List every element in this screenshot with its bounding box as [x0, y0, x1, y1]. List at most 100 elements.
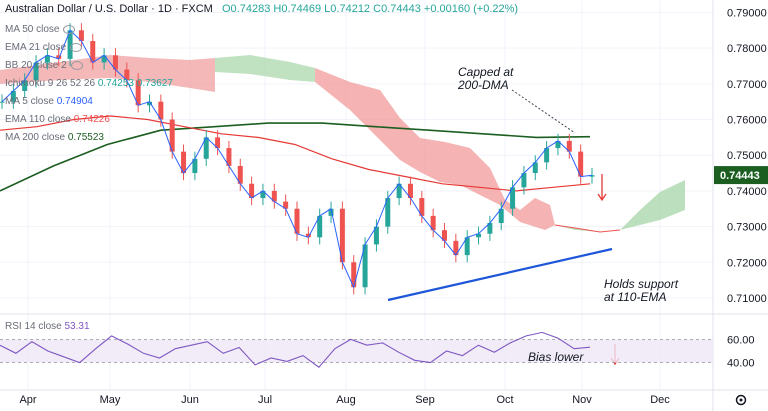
rsi-value: 53.31 [64, 321, 90, 332]
ma200-value: 0.75523 [67, 132, 104, 143]
ema110-value: 0.74226 [73, 114, 110, 125]
indicator-ichimoku[interactable]: Ichimoku 9 26 52 26 0.74253 0.73627 [5, 78, 173, 89]
indicator-ma5[interactable]: MA 5 close 0.74904 [5, 96, 93, 107]
candle-body [260, 190, 266, 199]
time-tick-label: May [100, 394, 121, 406]
rsi-tick-label: 40.00 [727, 358, 755, 370]
candle-body [22, 80, 28, 91]
ema110-line [0, 115, 591, 192]
indicator-ema21[interactable]: EMA 21 close [5, 42, 83, 53]
hidden-eye-icon[interactable] [70, 42, 83, 52]
candle-body [135, 80, 141, 106]
candle-body [147, 101, 152, 106]
rsi-header[interactable]: RSI 14 close 53.31 [5, 321, 90, 332]
candle-body [237, 165, 243, 184]
candle-body [203, 137, 209, 159]
candle-body [566, 140, 572, 152]
time-tick-label: Jun [181, 394, 199, 406]
indicator-ma50[interactable]: MA 50 close [5, 24, 76, 35]
price-tick-label: 0.77000 [727, 79, 767, 91]
candle-body [44, 55, 50, 63]
time-tick-label: Nov [572, 394, 592, 406]
gear-icon[interactable] [735, 394, 747, 406]
candle-body [67, 30, 73, 59]
candle-body [226, 148, 232, 166]
candle-body [487, 223, 493, 234]
time-tick-label: Dec [650, 394, 670, 406]
candle-body [544, 148, 550, 163]
ichimoku-cloud-bearish [0, 55, 215, 92]
candle-body [0, 101, 5, 103]
candle-body [294, 208, 300, 234]
candle-body [430, 215, 436, 231]
candle-body [249, 183, 255, 199]
time-tick-label: Sep [415, 394, 435, 406]
candle-body [442, 230, 447, 241]
candle-body [453, 240, 459, 256]
ichimoku-cloud-bullish [555, 180, 685, 232]
candle-body [124, 69, 130, 81]
candle-body [283, 201, 289, 209]
gear-ring [735, 394, 747, 406]
annotation-pointer [511, 89, 576, 134]
candle-body [555, 140, 561, 149]
candle-body [158, 101, 164, 120]
annotation-bias-lower: Bias lower [528, 350, 584, 364]
candle-body [317, 215, 323, 238]
candle-body [305, 233, 311, 238]
candle-body [362, 244, 368, 288]
candle-body [578, 151, 584, 177]
ohlc-close: C0.74443 [373, 3, 421, 15]
price-tick-label: 0.71000 [727, 293, 767, 305]
candle-body [112, 55, 118, 70]
candle-body [101, 55, 107, 63]
cloud-edge [554, 224, 621, 233]
candle-body [78, 30, 84, 42]
price-tick-label: 0.73000 [727, 222, 767, 234]
ma5-line [1, 29, 593, 289]
candle-body [271, 190, 277, 202]
ohlc-high: H0.74469 [273, 3, 322, 15]
ohlc-open: O0.74283 [222, 3, 271, 15]
candle-body [464, 237, 470, 256]
annotation-capped: Capped at 200-DMA [458, 65, 514, 92]
gear-center [739, 398, 743, 402]
candle-body [498, 208, 504, 224]
price-tick-label: 0.72000 [727, 257, 767, 269]
candle-body [521, 173, 527, 188]
rsi-band [0, 339, 713, 363]
time-tick-label: Aug [336, 394, 356, 406]
candle-body [385, 198, 391, 227]
hidden-eye-icon[interactable] [63, 24, 76, 34]
time-tick-label: Apr [19, 394, 36, 406]
time-tick-label: Jul [258, 394, 272, 406]
price-tick-label: 0.75000 [727, 150, 767, 162]
candle-body [407, 183, 413, 199]
support-trendline [387, 247, 613, 302]
ohlc-change: +0.00160 (+0.22%) [423, 3, 519, 15]
ma200-line [0, 122, 591, 192]
price-tick-label: 0.78000 [727, 43, 767, 55]
rsi-tick-label: 60.00 [727, 334, 755, 346]
candle-body [328, 208, 334, 216]
candle-body [339, 208, 345, 263]
candle-body [192, 158, 198, 174]
ma5-value: 0.74904 [56, 96, 93, 107]
price-tick-label: 0.74000 [727, 186, 767, 198]
price-tick-label: 0.79000 [727, 7, 767, 19]
symbol-title: Australian Dollar / U.S. Dollar · 1D · F… [5, 3, 213, 15]
ichimoku-cloud-bearish [315, 68, 555, 230]
candle-body [181, 151, 187, 174]
indicator-ma200[interactable]: MA 200 close 0.75523 [5, 132, 104, 143]
indicator-ema110[interactable]: EMA 110 close 0.74226 [5, 114, 110, 125]
candle-body [510, 187, 516, 209]
indicator-bb20[interactable]: BB 20 close 2 [5, 60, 83, 71]
time-tick-label: Oct [496, 394, 513, 406]
ichimoku-cloud-bullish [215, 55, 315, 82]
hidden-eye-icon[interactable] [70, 60, 83, 70]
candle-body [351, 262, 357, 288]
candle-body [215, 137, 221, 149]
chart-header: Australian Dollar / U.S. Dollar · 1D · F… [5, 3, 518, 15]
